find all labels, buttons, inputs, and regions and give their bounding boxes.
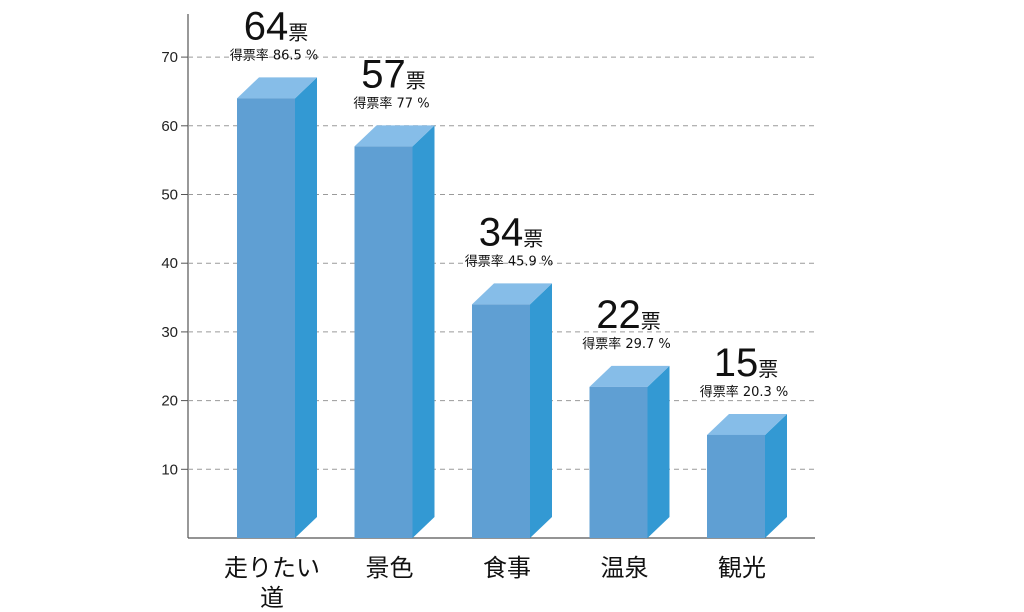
vote-rate-label: 得票率 77 % bbox=[353, 95, 429, 111]
category-label: 食事 bbox=[483, 554, 531, 582]
bar-side bbox=[530, 283, 552, 538]
category-labels: 走りたい道 景色 食事 温泉 観光 bbox=[224, 554, 766, 612]
vote-count-label: 34票 bbox=[479, 210, 544, 254]
y-tick-labels: 10 20 30 40 50 60 70 bbox=[161, 49, 188, 478]
bars bbox=[237, 77, 787, 538]
y-tick-label: 60 bbox=[161, 118, 178, 135]
y-tick-label: 30 bbox=[161, 324, 178, 341]
category-label: 観光 bbox=[718, 554, 766, 582]
vote-rate-label: 得票率 29.7 % bbox=[582, 336, 671, 352]
bar bbox=[354, 146, 413, 538]
bar bbox=[472, 304, 530, 538]
category-label: 走りたい道 bbox=[224, 554, 320, 612]
category-label: 温泉 bbox=[601, 554, 649, 582]
vote-count-label: 22票 bbox=[596, 293, 661, 337]
bar-side bbox=[765, 413, 787, 538]
bar-top bbox=[237, 77, 317, 99]
bar-top bbox=[472, 283, 552, 305]
bar-top bbox=[354, 125, 435, 147]
category-label: 景色 bbox=[366, 554, 414, 582]
bar bbox=[707, 434, 765, 538]
y-tick-label: 70 bbox=[161, 49, 178, 66]
bar-side bbox=[647, 365, 670, 538]
vote-count-label: 15票 bbox=[714, 341, 779, 385]
y-tick-label: 50 bbox=[161, 187, 178, 204]
bar bbox=[589, 386, 648, 538]
vote-rate-label: 得票率 45.9 % bbox=[465, 253, 554, 269]
bar bbox=[237, 98, 295, 538]
y-tick-label: 10 bbox=[161, 461, 178, 478]
vote-rate-label: 得票率 86.5 % bbox=[230, 47, 319, 63]
bar-top bbox=[707, 413, 787, 435]
vote-count-label: 57票 bbox=[361, 52, 426, 96]
y-tick-label: 40 bbox=[161, 255, 178, 272]
bar-top bbox=[589, 365, 670, 387]
bar-side bbox=[295, 77, 317, 538]
y-tick-label: 20 bbox=[161, 393, 178, 410]
bar-side bbox=[412, 125, 435, 538]
vote-count-label: 64票 bbox=[244, 4, 309, 48]
vote-rate-label: 得票率 20.3 % bbox=[700, 384, 789, 400]
